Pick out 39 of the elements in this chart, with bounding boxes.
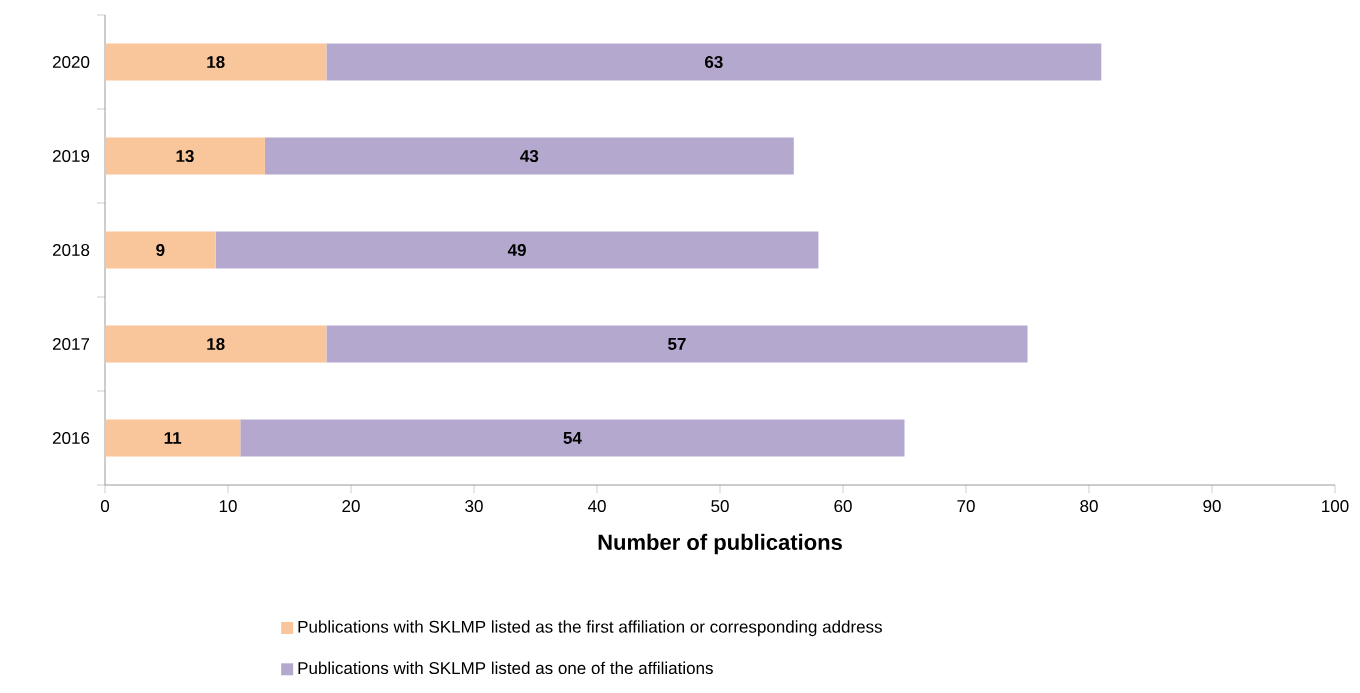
data-label: 49 (507, 244, 526, 257)
legend-label: Publications with SKLMP listed as one of the affiliations (298, 661, 713, 675)
x-tick-label: 30 (465, 500, 483, 513)
x-tick-label: 40 (587, 500, 606, 513)
x-tick-label: 60 (834, 500, 852, 513)
bar (105, 231, 216, 269)
x-tick-label: 50 (711, 500, 729, 513)
x-tick-label: 0 (100, 500, 110, 513)
bar (264, 137, 794, 175)
data-label: 43 (520, 149, 539, 163)
data-label: 9 (156, 244, 165, 257)
y-tick-label: 2017 (52, 338, 90, 351)
bar (215, 231, 819, 269)
data-label: 54 (563, 432, 582, 444)
bar (105, 137, 265, 175)
bar (105, 43, 327, 81)
data-label: 18 (207, 56, 225, 69)
data-label: 13 (176, 149, 194, 163)
bar (105, 419, 241, 457)
y-tick-label: 2019 (52, 150, 90, 163)
data-label: 57 (668, 338, 686, 350)
bar (326, 325, 1028, 363)
data-label: 63 (705, 56, 723, 69)
bar (240, 419, 905, 457)
x-tick-label: 90 (1203, 500, 1221, 513)
x-tick-label: 80 (1080, 500, 1098, 513)
x-tick-label: 20 (342, 500, 360, 513)
y-tick-label: 2018 (52, 244, 90, 257)
bar (105, 325, 327, 363)
y-tick-label: 2016 (52, 432, 90, 445)
x-tick-label: 100 (1322, 500, 1349, 513)
data-label: 18 (207, 338, 225, 351)
x-tick-label: 70 (957, 500, 975, 513)
legend-label: Publications with SKLMP listed as the first affiliation or corresponding address (298, 620, 882, 637)
x-axis-title: Number of publications (598, 533, 842, 555)
x-tick-label: 10 (219, 500, 237, 513)
data-label: 11 (164, 432, 182, 444)
bar (326, 43, 1102, 81)
y-tick-label: 2020 (52, 56, 90, 69)
